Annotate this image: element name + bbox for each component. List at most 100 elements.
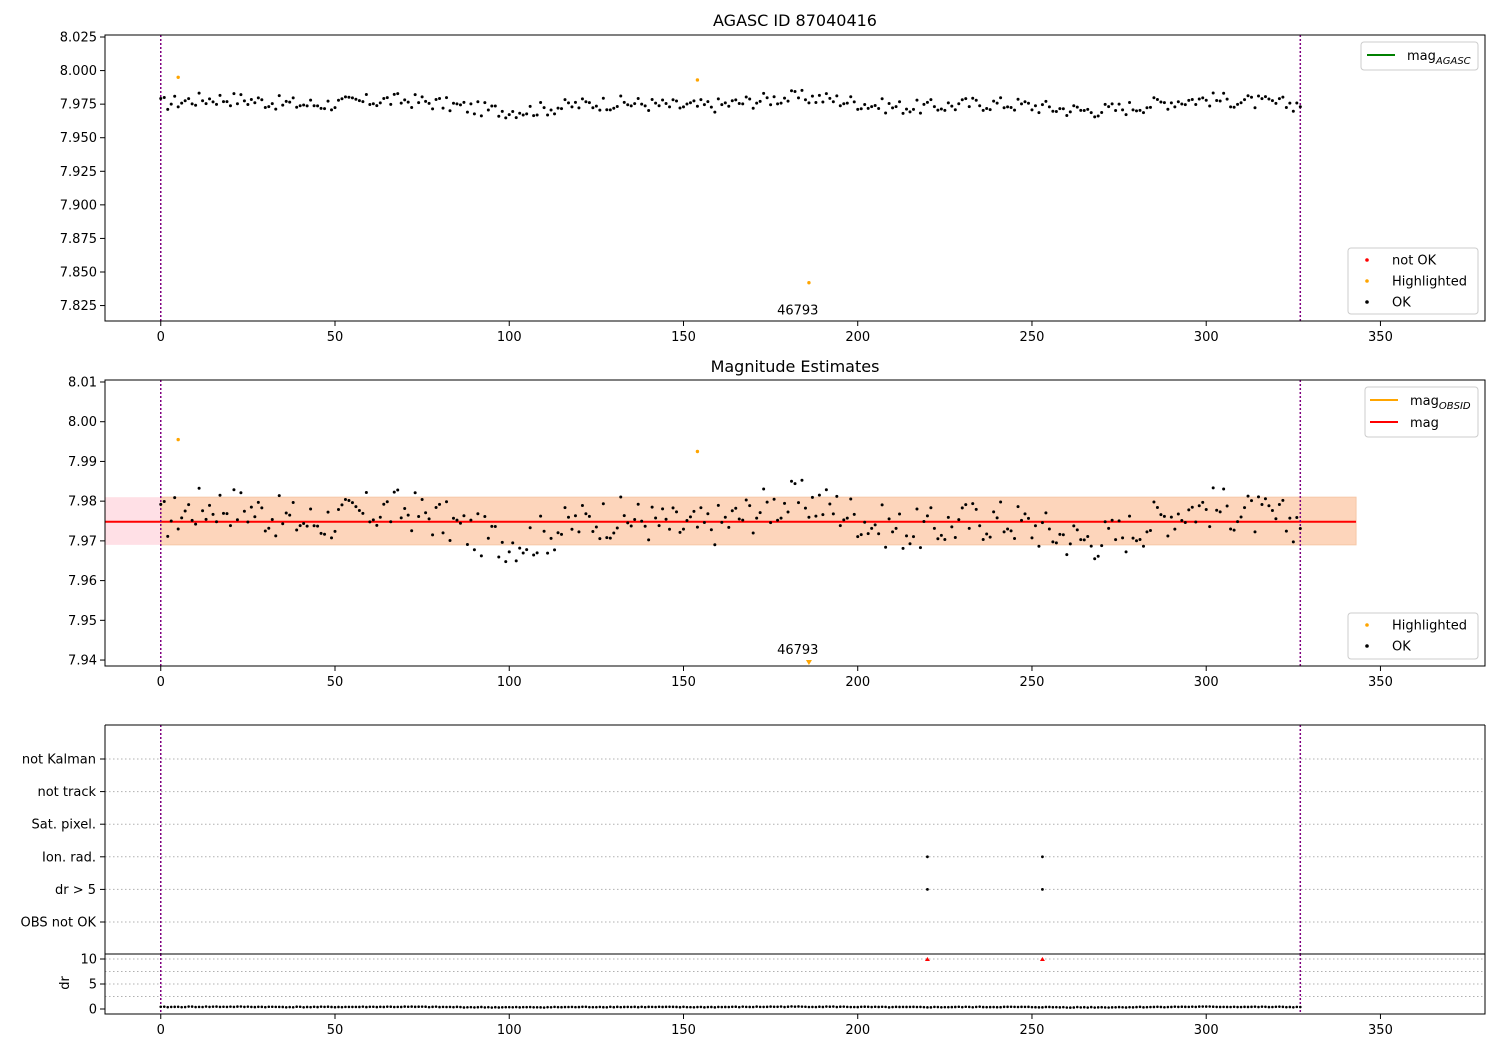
panel4-dr-point [476, 1005, 480, 1009]
panel1-ok-point [1204, 98, 1208, 102]
panel1-ok-point [476, 100, 480, 104]
panel2-ok-point [1284, 529, 1288, 533]
panel4-dr-point [358, 1005, 361, 1009]
panel4-dr-point [1135, 1005, 1138, 1009]
panel4-dr-point [612, 1005, 616, 1009]
panel1-ok-point [462, 100, 466, 104]
panel2-ok-point [166, 534, 170, 538]
panel2-ok-point [800, 478, 804, 482]
panel2-ok-point [1002, 530, 1006, 534]
panel4-dr-point [1278, 1005, 1281, 1008]
panel4-dr-point [385, 1005, 389, 1008]
panel4-dr-point [629, 1005, 633, 1009]
panel4-dr-point [682, 1005, 685, 1009]
panel4-dr-point [849, 1005, 853, 1009]
panel4-dr-point [839, 1005, 842, 1009]
panel2-ok-point [985, 532, 989, 536]
panel1-ok-point [629, 104, 633, 108]
panel1-ok-point [1152, 96, 1156, 100]
panel4-dr-point [1246, 1005, 1250, 1009]
panel4-dr-point [776, 1005, 779, 1009]
panel1-ok-point [699, 98, 703, 102]
panel1-ok-point [922, 102, 926, 106]
panel2-out-of-range-marker [805, 660, 812, 665]
panel1-line-legend: magAGASC [1360, 41, 1479, 71]
panel2-xtick-label: 100 [497, 675, 522, 690]
panel4-dr-point [692, 1005, 696, 1009]
panel1-ok-point [1051, 109, 1055, 113]
panel1-ok-point [1138, 108, 1142, 112]
panel1-ok-point [1295, 101, 1299, 105]
panel2-ok-point [1145, 530, 1149, 534]
panel1-ok-point [340, 97, 344, 101]
panel1-ok-point [549, 108, 553, 112]
panel4-dr-point [887, 1006, 891, 1009]
panel2-ok-point [403, 507, 407, 511]
panel4-dr-point [420, 1005, 424, 1008]
panel4-dr-point [1257, 1005, 1260, 1009]
panel1-ok-point [570, 105, 574, 109]
panel2-ok-point [1030, 536, 1034, 540]
panel4-dr-point [922, 1005, 926, 1009]
panel1-ok-point [828, 96, 832, 100]
panel4-dr-point [410, 1005, 413, 1008]
panel4-dr-point [727, 1005, 731, 1009]
panel2-ok-point [441, 531, 445, 535]
panel1-highlighted-point [176, 75, 180, 79]
panel4-ytick-label: 10 [80, 953, 97, 968]
panel1-ok-point [939, 107, 943, 111]
panel1-ok-point [1239, 101, 1243, 105]
panel1-ok-point [845, 101, 849, 105]
panel2-title: Magnitude Estimates [711, 357, 880, 376]
panel1-ok-point [950, 104, 954, 108]
panel2-ok-point [577, 530, 581, 534]
panel2-ok-point [1194, 520, 1198, 524]
panel2-ok-point [863, 520, 867, 524]
panel1-ok-point [441, 106, 445, 110]
panel4-dr-point [253, 1005, 257, 1009]
panel1-ok-point [762, 91, 766, 95]
panel4-dr-point [964, 1005, 968, 1009]
panel4-dr-point [159, 1005, 163, 1009]
panel1-ok-point [465, 110, 469, 114]
panel2-ok-point [399, 516, 403, 520]
panel2-ok-point [664, 517, 668, 521]
panel2-legend-marker-label: OK [1392, 640, 1411, 655]
panel1-ok-point [730, 99, 734, 103]
panel2-ok-point [1068, 542, 1072, 546]
panel2-ok-point [898, 512, 902, 516]
panel2-ok-point [971, 502, 975, 506]
panel4-dr-point [1149, 1005, 1152, 1009]
panel4-dr-point [183, 1005, 187, 1009]
panel4-dr-point [1100, 1005, 1103, 1009]
panel1-ok-point [221, 100, 225, 104]
panel2-ok-point [434, 505, 438, 509]
panel1-ok-point [709, 105, 713, 109]
panel1-ok-point [877, 106, 881, 110]
panel1-xtick-label: 250 [1020, 330, 1045, 345]
panel1-ok-point [1124, 113, 1128, 117]
panel4-dr-point [1194, 1005, 1198, 1009]
panel4-dr-point [978, 1005, 981, 1008]
panel1-ok-point [1229, 105, 1233, 109]
panel1-ok-point [1159, 100, 1163, 104]
panel2-ok-point [598, 537, 602, 541]
panel2-ok-point [1295, 516, 1299, 520]
panel1-ok-point [580, 97, 584, 101]
panel1-ok-point [1089, 111, 1093, 115]
panel4-dr-point [967, 1005, 971, 1009]
panel1-ok-point [336, 98, 340, 102]
panel2-ok-point [197, 486, 201, 490]
panel4-dr-point [954, 1005, 957, 1009]
panel2-ok-point [1201, 500, 1205, 504]
panel1-ok-point [776, 102, 780, 106]
panel4-dr-point [222, 1005, 225, 1009]
panel4-dr-point [870, 1005, 873, 1009]
panel2-ok-point [500, 540, 504, 544]
panel2-xtick-label: 300 [1194, 675, 1219, 690]
panel2-xtick-label: 350 [1368, 675, 1393, 690]
panel1-ok-point [1173, 105, 1177, 109]
panel4-dr-point [326, 1005, 330, 1009]
panel2-ok-point [511, 541, 515, 545]
panel4-dr-point [751, 1005, 755, 1009]
